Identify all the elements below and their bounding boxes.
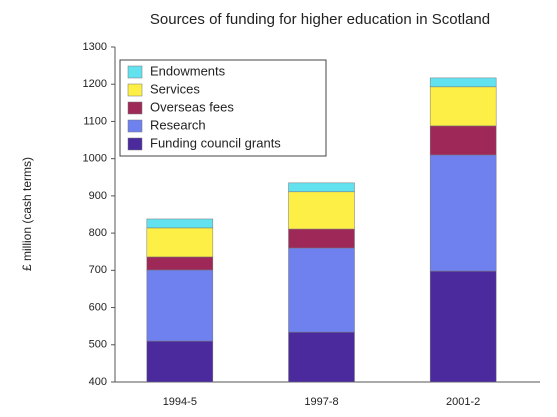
bar-segment xyxy=(146,227,214,258)
legend-swatch xyxy=(127,101,143,115)
chart-title: Sources of funding for higher education … xyxy=(150,11,490,28)
bar-segment xyxy=(429,154,497,272)
bar-segment xyxy=(288,228,355,249)
y-tick-label: 1300 xyxy=(83,41,107,53)
y-tick-label: 400 xyxy=(89,376,107,388)
bar-segment xyxy=(288,191,355,230)
bar-segment xyxy=(288,182,355,193)
legend-label: Services xyxy=(150,81,200,96)
y-tick-label: 900 xyxy=(89,190,107,202)
x-tick-label: 1994-5 xyxy=(163,396,197,408)
y-tick-label: 1100 xyxy=(83,115,107,127)
bar-segment xyxy=(146,256,214,271)
bar-segment xyxy=(429,125,497,156)
legend-label: Endowments xyxy=(150,63,226,78)
bar-segment xyxy=(429,86,497,127)
bar-segment xyxy=(429,270,497,383)
y-tick-label: 500 xyxy=(89,339,107,351)
x-tick-label: 1997-8 xyxy=(304,396,338,408)
bar-segment xyxy=(429,77,497,88)
y-axis-label: £ million (cash terms) xyxy=(20,157,34,271)
bar-segment xyxy=(288,331,355,383)
y-tick-label: 800 xyxy=(89,227,107,239)
x-tick-label: 2001-2 xyxy=(446,396,480,408)
bar-segment xyxy=(146,269,214,342)
y-tick-label: 1000 xyxy=(83,153,107,165)
y-tick-label: 600 xyxy=(89,301,107,313)
legend-swatch xyxy=(127,65,143,79)
legend-box xyxy=(119,59,327,157)
y-tick-label: 700 xyxy=(89,264,107,276)
bar-segment xyxy=(146,340,214,383)
legend-label: Funding council grants xyxy=(150,135,281,150)
bar-segment xyxy=(146,218,214,229)
legend-label: Overseas fees xyxy=(150,99,234,114)
y-tick-label: 1200 xyxy=(83,78,107,90)
legend-swatch xyxy=(127,137,143,151)
legend-swatch xyxy=(127,119,143,133)
bar-segment xyxy=(288,247,355,333)
legend-swatch xyxy=(127,83,143,97)
legend-label: Research xyxy=(150,117,206,132)
